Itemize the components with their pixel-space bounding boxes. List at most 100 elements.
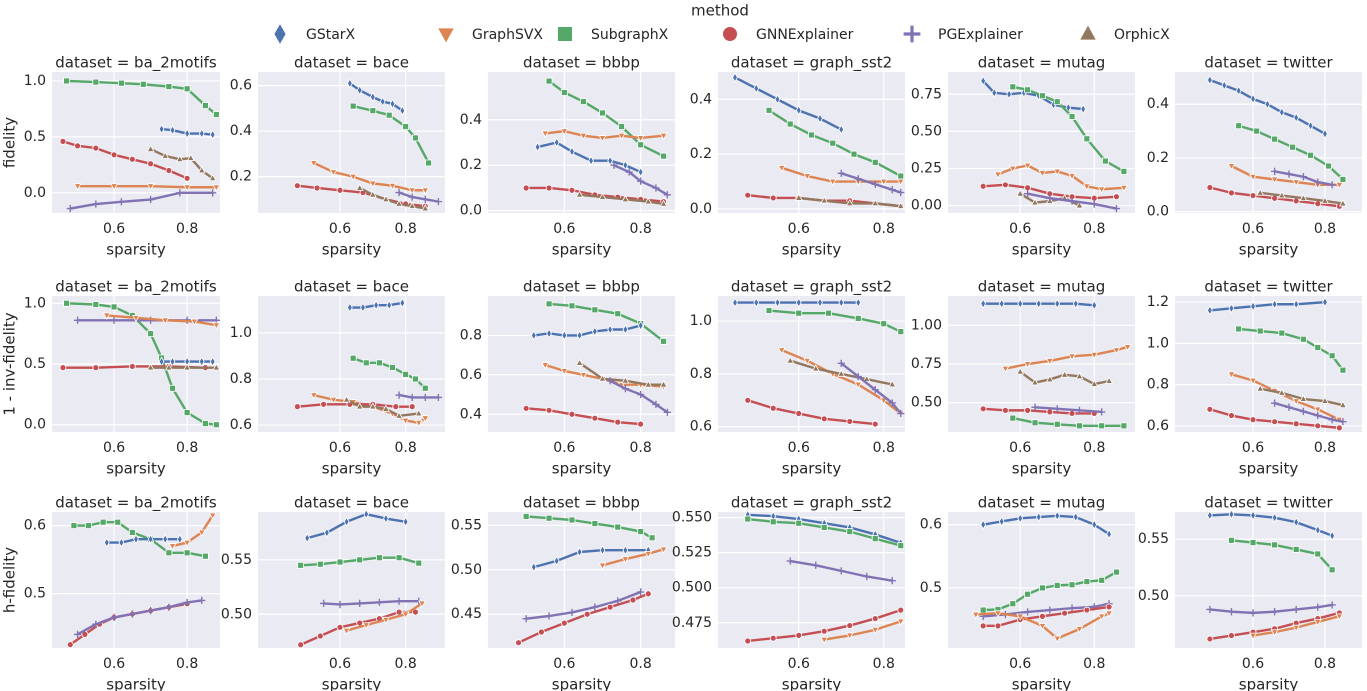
marker [1053, 168, 1062, 176]
marker [871, 158, 879, 166]
marker [753, 83, 760, 94]
subplot: 0.0 0.2 0.4 0.6 0.8 dataset = graph_sst2spars… [690, 54, 905, 259]
marker [599, 545, 606, 556]
marker [132, 315, 140, 323]
marker [579, 132, 588, 141]
marker [1075, 626, 1084, 634]
marker [73, 630, 82, 638]
marker [1249, 173, 1258, 182]
y-tick-label: 0.6 [920, 517, 942, 533]
x-axis-label: sparsity [1012, 676, 1072, 691]
marker [1206, 184, 1214, 191]
marker [636, 135, 645, 143]
marker [558, 27, 572, 41]
marker [208, 173, 217, 182]
marker [888, 380, 897, 388]
marker [383, 513, 389, 524]
marker [994, 171, 1002, 179]
marker [1299, 173, 1307, 181]
marker [349, 102, 357, 110]
y-tick-label: 0.55 [221, 552, 252, 568]
marker [1289, 143, 1296, 151]
marker [342, 395, 351, 403]
marker [812, 561, 820, 569]
marker [1068, 581, 1076, 589]
marker [1024, 406, 1032, 414]
x-axis-label: sparsity [1012, 460, 1072, 478]
marker [765, 106, 773, 114]
marker [846, 622, 854, 629]
marker [395, 411, 404, 419]
marker [293, 403, 301, 411]
marker [1314, 603, 1322, 611]
marker [70, 522, 78, 529]
marker [1271, 194, 1279, 202]
marker [1256, 384, 1265, 392]
legend-label: GNNExplainer [756, 27, 854, 43]
marker [568, 410, 576, 418]
x-tick-label: 0.8 [1314, 221, 1336, 237]
series-line [975, 612, 1110, 640]
x-tick-label: 0.8 [176, 440, 198, 456]
marker [1227, 608, 1236, 616]
series-line [398, 191, 439, 203]
x-tick-label: 0.8 [1083, 656, 1105, 672]
marker [169, 125, 176, 136]
marker [1024, 590, 1032, 598]
marker [753, 297, 760, 308]
plot-area [1175, 512, 1362, 648]
subplot: 0.6 0.8 1.0 0.6 0.8 dataset = bace sparsity [230, 278, 445, 478]
marker [434, 393, 443, 402]
marker [795, 519, 803, 527]
marker [434, 198, 443, 206]
marker [588, 155, 594, 166]
marker [786, 557, 794, 565]
marker [388, 182, 397, 191]
marker [598, 562, 607, 570]
marker [1271, 512, 1278, 523]
marker [1271, 399, 1279, 407]
y-tick-label: 1.0 [24, 295, 46, 311]
marker [871, 420, 879, 428]
marker [1314, 550, 1322, 558]
marker [1299, 335, 1307, 343]
x-tick-label: 0.6 [788, 656, 810, 672]
marker [522, 404, 530, 412]
series-line [1012, 416, 1124, 428]
marker [888, 186, 896, 194]
marker [871, 626, 880, 635]
marker [201, 102, 209, 109]
subplot-title: dataset = bbbp [523, 494, 640, 512]
marker [637, 141, 645, 149]
marker [102, 312, 111, 320]
marker [871, 535, 879, 543]
marker [59, 137, 67, 145]
marker [438, 28, 454, 43]
marker [820, 636, 829, 645]
marker [515, 639, 522, 647]
marker [209, 129, 216, 140]
marker [576, 546, 583, 558]
subplot-title: dataset = bbbp [523, 54, 640, 72]
marker [1307, 120, 1314, 131]
marker [1314, 422, 1322, 430]
x-axis-label: sparsity [1239, 241, 1299, 259]
marker [614, 523, 622, 531]
marker [1083, 606, 1091, 614]
marker [1313, 619, 1322, 627]
marker [1068, 173, 1077, 181]
marker [421, 187, 430, 195]
subplot-title: dataset = twitter [1204, 494, 1333, 512]
subplot: 0.0 0.2 0.4 0.6 0.8 dataset = twitter sparsity [1147, 54, 1362, 259]
marker [209, 356, 216, 367]
marker [610, 161, 618, 169]
marker [1250, 93, 1256, 104]
marker [1039, 92, 1046, 100]
marker [1292, 398, 1301, 406]
subplot: 0.6 0.8 1.0 0.6 0.8 dataset = graph_sst2spars… [690, 278, 905, 478]
marker [765, 307, 773, 314]
marker [1045, 375, 1054, 383]
marker [369, 92, 376, 103]
marker [1031, 403, 1039, 411]
y-tick-label: 0.50 [1138, 588, 1169, 604]
